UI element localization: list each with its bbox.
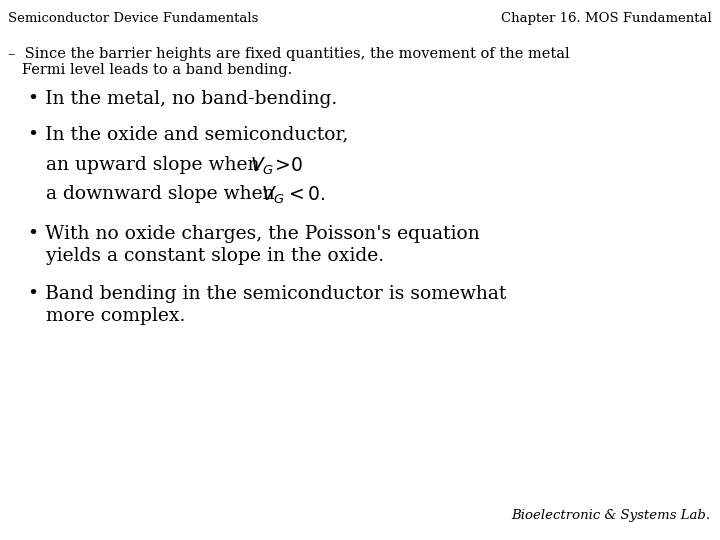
Text: $V_G\!>\!0$: $V_G\!>\!0$	[250, 156, 303, 177]
Text: yields a constant slope in the oxide.: yields a constant slope in the oxide.	[28, 247, 384, 265]
Text: an upward slope when: an upward slope when	[28, 156, 266, 174]
Text: • In the oxide and semiconductor,: • In the oxide and semiconductor,	[28, 125, 348, 143]
Text: Fermi level leads to a band bending.: Fermi level leads to a band bending.	[8, 63, 292, 77]
Text: Chapter 16. MOS Fundamental: Chapter 16. MOS Fundamental	[501, 12, 712, 25]
Text: $V_G < 0.$: $V_G < 0.$	[261, 185, 325, 206]
Text: a downward slope when: a downward slope when	[28, 185, 281, 203]
Text: –  Since the barrier heights are fixed quantities, the movement of the metal: – Since the barrier heights are fixed qu…	[8, 47, 570, 61]
Text: Bioelectronic & Systems Lab.: Bioelectronic & Systems Lab.	[511, 509, 710, 522]
Text: • With no oxide charges, the Poisson's equation: • With no oxide charges, the Poisson's e…	[28, 225, 480, 243]
Text: • In the metal, no band-bending.: • In the metal, no band-bending.	[28, 90, 337, 108]
Text: • Band bending in the semiconductor is somewhat: • Band bending in the semiconductor is s…	[28, 285, 506, 303]
Text: more complex.: more complex.	[28, 307, 185, 325]
Text: Semiconductor Device Fundamentals: Semiconductor Device Fundamentals	[8, 12, 258, 25]
